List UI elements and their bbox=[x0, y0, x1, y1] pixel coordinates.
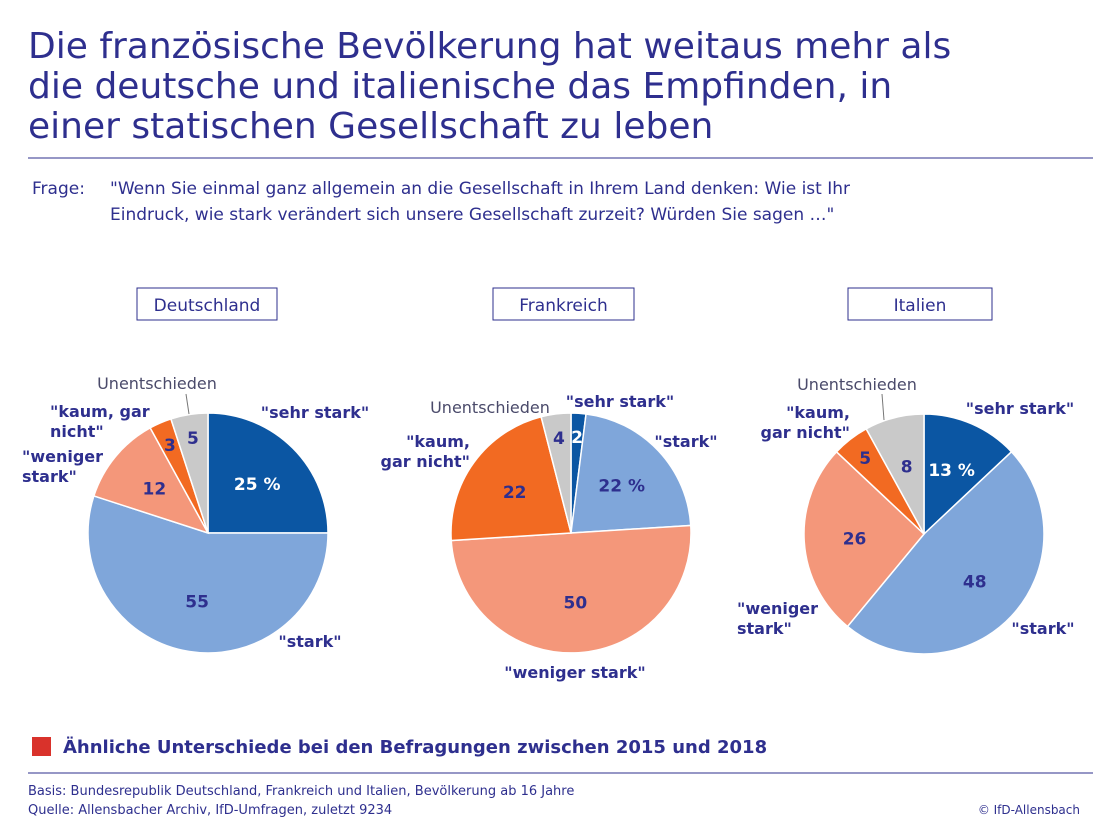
source: Quelle: Allensbacher Archiv, IfD-Umfrage… bbox=[28, 803, 392, 818]
note-marker bbox=[32, 737, 51, 756]
pie-title: Frankreich bbox=[519, 296, 608, 316]
pie-slice bbox=[450, 415, 572, 542]
pie-title: Italien bbox=[894, 296, 947, 316]
pie-title-box bbox=[492, 287, 635, 321]
value-label: 48 bbox=[963, 573, 987, 593]
text-line: Eindruck, wie stark verändert sich unser… bbox=[110, 205, 834, 225]
pie-title: Deutschland bbox=[154, 296, 261, 316]
pie-slice bbox=[865, 413, 925, 535]
question: "Wenn Sie einmal ganz allgemein an die G… bbox=[110, 179, 850, 225]
text-line: einer statischen Gesellschaft zu leben bbox=[28, 106, 713, 147]
text-line: "kaum, gar bbox=[50, 402, 150, 421]
pie-slice bbox=[169, 412, 209, 534]
text-line: "kaum, bbox=[406, 432, 470, 451]
pie-slice bbox=[846, 450, 1045, 655]
text-line: gar nicht" bbox=[381, 452, 470, 471]
text-line: "kaum, bbox=[786, 403, 850, 422]
value-label: 8 bbox=[901, 458, 913, 478]
category-label: "sehr stark" bbox=[566, 392, 674, 411]
category-label: "kaum, gar nicht" bbox=[381, 432, 470, 471]
category-label: "kaum, gar nicht" bbox=[50, 402, 150, 441]
value-label: 13 % bbox=[928, 461, 975, 481]
text-line: nicht" bbox=[50, 422, 104, 441]
pie-slice bbox=[207, 412, 329, 534]
text-line: stark" bbox=[22, 467, 77, 486]
note: Ähnliche Unterschiede bei den Befragunge… bbox=[63, 736, 767, 758]
value-label: 26 bbox=[843, 529, 867, 549]
value-label: 3 bbox=[164, 436, 176, 456]
title: Die französische Bevölkerung hat weitaus… bbox=[28, 26, 951, 147]
text-line: "weniger bbox=[737, 599, 818, 618]
pie-slice bbox=[570, 413, 692, 534]
category-label: "stark" bbox=[1011, 619, 1074, 638]
pie-slice bbox=[540, 412, 572, 534]
text-line: die deutsche und italienische das Empfin… bbox=[28, 66, 892, 107]
value-label: 4 bbox=[553, 429, 565, 449]
category-label: Unentschieden bbox=[97, 374, 217, 393]
category-label: "stark" bbox=[654, 432, 717, 451]
value-label: 2 bbox=[571, 428, 583, 448]
pie-title-box bbox=[847, 287, 993, 321]
value-label: 12 bbox=[143, 480, 167, 500]
value-label: 25 % bbox=[234, 475, 281, 495]
pie-slice bbox=[450, 524, 692, 654]
text-line: Die französische Bevölkerung hat weitaus… bbox=[28, 26, 951, 67]
question-label: Frage: bbox=[32, 179, 85, 199]
pie-title-box bbox=[136, 287, 278, 321]
category-label: Unentschieden bbox=[430, 398, 550, 417]
category-label: "stark" bbox=[278, 632, 341, 651]
text-line: gar nicht" bbox=[761, 423, 850, 442]
pie-slice bbox=[923, 413, 1013, 536]
pie-slice bbox=[803, 450, 926, 628]
category-label: "weniger stark" bbox=[737, 599, 818, 638]
value-label: 55 bbox=[185, 593, 209, 613]
category-label: Unentschieden bbox=[797, 375, 917, 394]
value-label: 5 bbox=[187, 429, 199, 449]
basis: Basis: Bundesrepublik Deutschland, Frank… bbox=[28, 784, 574, 799]
category-label: "weniger stark" bbox=[504, 663, 645, 682]
text-line: "weniger bbox=[22, 447, 103, 466]
leader-line bbox=[881, 393, 885, 421]
pie-slice bbox=[92, 426, 210, 535]
category-label: "sehr stark" bbox=[966, 399, 1074, 418]
value-label: 50 bbox=[564, 593, 588, 613]
value-label: 22 % bbox=[598, 476, 645, 496]
category-label: "sehr stark" bbox=[261, 403, 369, 422]
leader-line bbox=[185, 393, 190, 415]
category-label: "weniger stark" bbox=[22, 447, 103, 486]
text-line: "Wenn Sie einmal ganz allgemein an die G… bbox=[110, 179, 850, 199]
text-line: stark" bbox=[737, 619, 792, 638]
copyright: © IfD-Allensbach bbox=[978, 803, 1080, 817]
value-label: 22 bbox=[503, 483, 527, 503]
value-label: 5 bbox=[859, 449, 871, 469]
pie-slice bbox=[87, 494, 329, 654]
category-label: "kaum, gar nicht" bbox=[761, 403, 850, 442]
